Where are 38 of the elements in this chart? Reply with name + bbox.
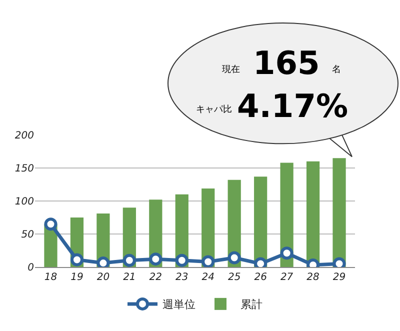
legend-label: 週単位: [162, 298, 196, 312]
x-tick-label: 29: [332, 272, 346, 283]
x-tick-label: 22: [149, 272, 162, 283]
x-tick-label: 18: [44, 272, 58, 283]
x-tick-label: 28: [306, 272, 320, 283]
point: [96, 256, 110, 267]
text: 現在: [222, 64, 240, 75]
text: 名: [332, 64, 341, 75]
y-tick-label: 100: [14, 196, 34, 208]
x-tick-label: 20: [96, 272, 110, 283]
x-tick-label: 26: [254, 272, 267, 283]
point: [175, 254, 188, 267]
point: [332, 257, 346, 267]
point: [202, 255, 215, 267]
x-tick-label: 23: [176, 272, 188, 283]
y-tick-label: 0: [28, 262, 34, 274]
x-tick-label: 21: [123, 272, 136, 283]
text: 165: [253, 44, 320, 82]
x-tick-label: 27: [280, 272, 294, 283]
point: [254, 257, 268, 267]
bar: [306, 161, 320, 267]
point: [280, 246, 294, 260]
x-tick-label: 25: [228, 272, 241, 283]
point: [149, 252, 162, 266]
bar: [332, 158, 346, 267]
x-tick-label: 19: [70, 272, 84, 283]
y-tick-label: 50: [21, 230, 34, 240]
point: [44, 218, 58, 231]
y-tick-label: 150: [14, 164, 34, 174]
y-tick-label: 200: [14, 130, 34, 142]
text: 4.17%: [237, 87, 348, 125]
point: [70, 253, 84, 266]
point: [122, 254, 136, 267]
x-tick-label: 24: [202, 272, 214, 283]
text: キャパ比: [196, 104, 232, 115]
legend-label: 累計: [240, 298, 262, 312]
bar: [254, 176, 268, 267]
point: [228, 251, 241, 264]
